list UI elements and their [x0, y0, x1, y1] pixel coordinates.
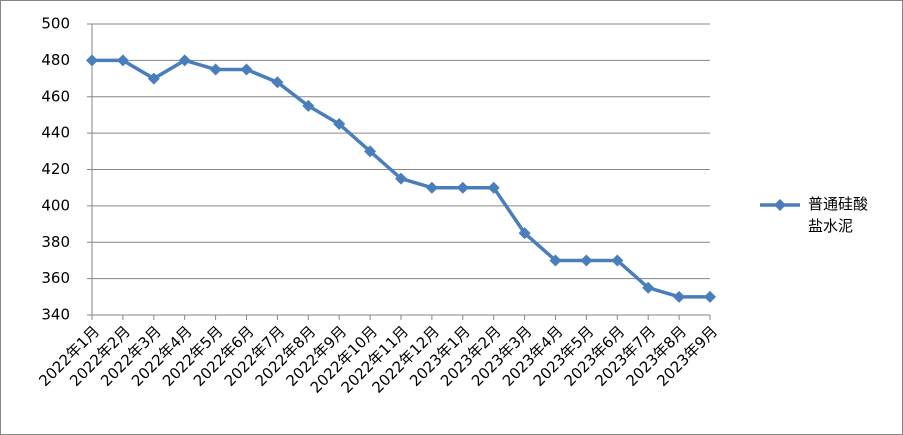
marker [240, 63, 253, 76]
marker [456, 181, 469, 194]
marker [116, 54, 129, 67]
y-tick-label: 380 [41, 233, 70, 251]
y-tick-label: 420 [41, 160, 70, 178]
y-tick-label: 400 [41, 196, 70, 214]
marker [487, 181, 500, 194]
marker [704, 290, 716, 303]
marker [147, 72, 160, 85]
marker [178, 54, 191, 67]
marker [395, 172, 407, 185]
y-tick-label: 460 [41, 87, 70, 105]
marker [642, 281, 655, 294]
y-tick-label: 440 [41, 124, 70, 142]
marker [302, 99, 315, 112]
marker [271, 76, 284, 89]
y-tick-label: 500 [41, 15, 70, 33]
y-tick-label: 360 [41, 269, 70, 287]
marker [580, 254, 593, 267]
legend-label: 普通硅酸盐水泥 [808, 195, 869, 235]
marker [549, 254, 562, 267]
marker [209, 63, 222, 76]
y-tick-label: 480 [41, 51, 70, 69]
marker [611, 254, 624, 267]
marker [518, 227, 531, 240]
marker [364, 145, 377, 158]
marker [333, 118, 346, 131]
marker [86, 54, 98, 67]
legend-marker [774, 199, 786, 211]
marker [425, 181, 438, 194]
y-tick-label: 340 [41, 306, 70, 324]
marker [673, 290, 686, 303]
